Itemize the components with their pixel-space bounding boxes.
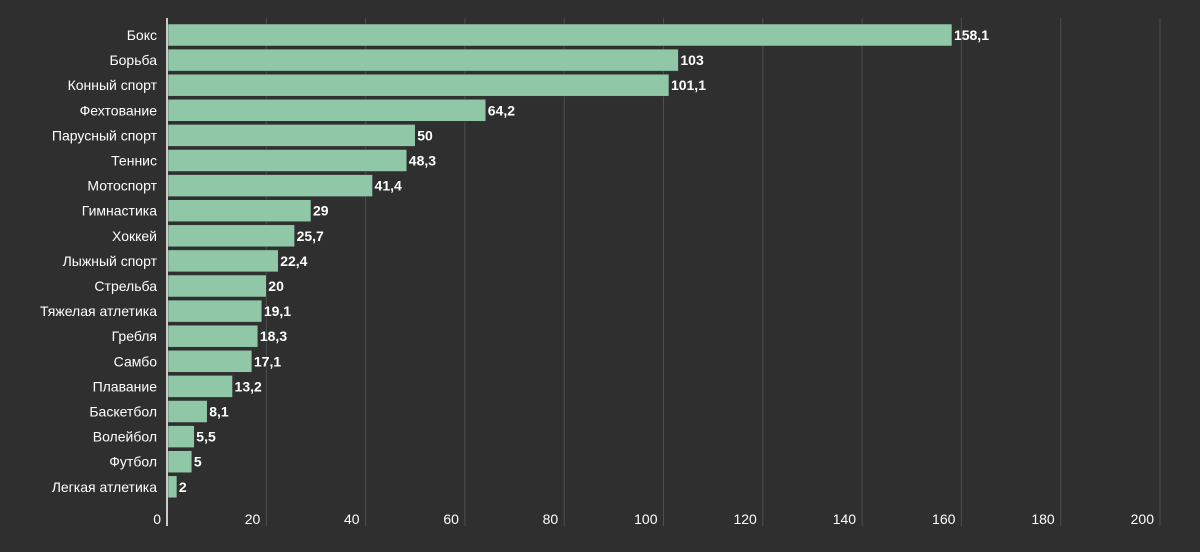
bar <box>167 149 408 172</box>
value-label: 41,4 <box>375 178 402 194</box>
value-label: 8,1 <box>209 404 229 420</box>
x-tick-label: 60 <box>443 511 459 527</box>
x-tick-label: 80 <box>543 511 559 527</box>
category-label: Плавание <box>93 378 158 394</box>
value-label: 103 <box>680 52 704 68</box>
x-tick-label: 0 <box>153 511 161 527</box>
category-label: Фехтование <box>80 102 158 118</box>
bars <box>167 23 953 499</box>
value-label: 5 <box>194 454 202 470</box>
category-label: Мотоспорт <box>87 178 157 194</box>
bar <box>167 400 208 423</box>
category-label: Самбо <box>114 353 158 369</box>
bar <box>167 324 259 348</box>
value-label: 19,1 <box>264 303 291 319</box>
category-label: Борьба <box>109 52 157 68</box>
bar <box>167 299 263 323</box>
x-tick-label: 100 <box>634 511 658 527</box>
value-label: 5,5 <box>196 429 216 445</box>
value-label: 64,2 <box>488 102 515 118</box>
bar <box>167 274 267 298</box>
value-label: 2 <box>179 479 187 495</box>
category-label: Легкая атлетика <box>52 479 158 495</box>
bar <box>167 425 195 448</box>
x-tick-label: 200 <box>1131 511 1155 527</box>
category-label: Волейбол <box>93 429 157 445</box>
value-label: 20 <box>268 278 284 294</box>
x-tick-label: 20 <box>245 511 261 527</box>
category-label: Парусный спорт <box>52 127 158 143</box>
bar <box>167 23 953 47</box>
bar <box>167 350 253 373</box>
x-tick-label: 160 <box>932 511 956 527</box>
bar <box>167 99 487 122</box>
category-label: Теннис <box>111 153 157 169</box>
bar <box>167 249 279 273</box>
value-label: 101,1 <box>671 77 706 93</box>
category-label: Тяжелая атлетика <box>40 303 157 319</box>
bar <box>167 375 233 398</box>
value-label: 22,4 <box>280 253 307 269</box>
category-label: Гимнастика <box>82 203 157 219</box>
x-tick-label: 120 <box>733 511 757 527</box>
category-label: Бокс <box>127 27 157 43</box>
x-tick-label: 40 <box>344 511 360 527</box>
value-label: 50 <box>417 127 433 143</box>
bar <box>167 199 312 222</box>
x-tick-labels: 0 20 40 60 80 100 120 140 160 180 200 <box>153 511 1154 527</box>
value-label: 18,3 <box>260 328 287 344</box>
category-label: Гребля <box>112 328 157 344</box>
category-label: Баскетбол <box>89 404 157 420</box>
category-labels: Бокс Борьба Конный спорт Фехтование Парусный… <box>40 27 158 495</box>
category-label: Лыжный спорт <box>63 253 158 269</box>
bar <box>167 174 373 197</box>
category-label: Стрельба <box>94 278 157 294</box>
value-label: 17,1 <box>254 353 281 369</box>
bar <box>167 475 178 499</box>
value-labels: 158,1 103 101,1 64,2 50 48,3 41,4 29 25,7 22,4 20 1… <box>179 27 989 495</box>
value-label: 13,2 <box>235 378 262 394</box>
bar <box>167 224 295 248</box>
category-label: Конный спорт <box>68 77 158 93</box>
value-label: 48,3 <box>409 153 436 169</box>
value-label: 29 <box>313 203 329 219</box>
value-label: 158,1 <box>954 27 989 43</box>
x-tick-label: 180 <box>1031 511 1055 527</box>
bar <box>167 450 193 473</box>
bar <box>167 73 670 97</box>
bar <box>167 124 416 147</box>
category-label: Хоккей <box>112 228 157 244</box>
category-label: Футбол <box>109 454 157 470</box>
x-tick-label: 140 <box>833 511 857 527</box>
bar <box>167 48 679 72</box>
value-label: 25,7 <box>297 228 324 244</box>
